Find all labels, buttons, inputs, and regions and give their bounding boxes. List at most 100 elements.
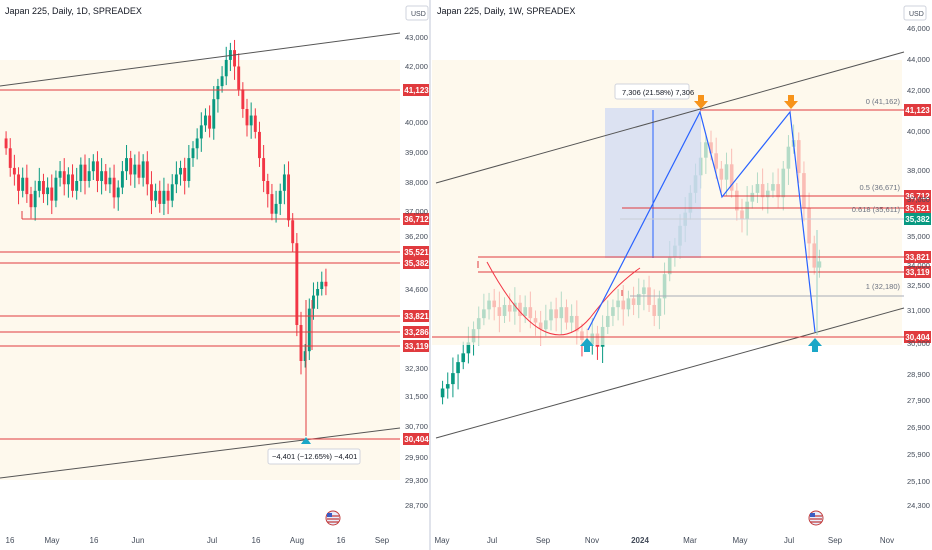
right-y-tick: 37,000: [907, 195, 930, 204]
right-price-badge: [904, 190, 931, 202]
left-price-badge: [403, 326, 430, 338]
left-candles-group: [4, 39, 328, 375]
left-price-badge-label: 30,404: [404, 435, 429, 444]
left-candle: [79, 164, 83, 181]
left-currency-box[interactable]: [405, 5, 429, 21]
left-y-tick: 34,600: [405, 285, 428, 294]
left-y-tick: 31,500: [405, 392, 428, 401]
left-upper-channel-line[interactable]: [0, 32, 401, 87]
left-y-tick: 39,000: [405, 148, 428, 157]
left-y-tick: 30,700: [405, 422, 428, 431]
right-x-axis[interactable]: May Jul Sep Nov 2024 Mar May Jul Sep Nov: [434, 536, 894, 545]
right-candle: [456, 362, 460, 374]
left-candle: [270, 194, 274, 214]
left-y-axis[interactable]: 43,000 42,000 40,000 39,000 38,000 37,000 36,2…: [405, 33, 428, 510]
left-candle: [21, 177, 25, 191]
left-candle: [237, 66, 241, 90]
right-candle: [466, 342, 471, 354]
right-y-axis[interactable]: 46,000 44,000 42,000 40,000 38,000 37,000 35,0…: [907, 24, 930, 510]
right-arrow-down-icon: [694, 95, 708, 109]
left-candle: [299, 325, 303, 361]
left-currency-label: USD: [411, 11, 426, 18]
right-price-badge: [904, 202, 931, 214]
left-candle: [4, 138, 8, 149]
right-y-tick: 26,900: [907, 423, 930, 432]
left-candle: [141, 161, 145, 178]
left-candle: [137, 164, 141, 178]
left-candle: [287, 174, 290, 221]
left-candle: [129, 158, 133, 175]
left-candle: [116, 187, 120, 198]
left-candle: [262, 158, 266, 181]
left-chart-panel[interactable]: Japan 225, Daily, 1D, SPREADEX USD 41,12…: [0, 0, 430, 550]
left-candle: [241, 89, 245, 109]
right-measure-label-box: [614, 83, 690, 100]
left-price-badge-label: 36,712: [404, 215, 429, 224]
left-candle: [216, 86, 220, 100]
left-y-tick: 29,900: [405, 453, 428, 462]
right-measure-label: 7,306 (21.58%) 7,306: [622, 88, 694, 97]
left-candle: [112, 177, 116, 198]
left-candle: [62, 171, 66, 185]
right-price-badge: [904, 251, 931, 263]
left-candle: [199, 125, 203, 139]
left-candle: [150, 184, 153, 201]
left-candle: [295, 243, 299, 325]
left-candle: [307, 308, 311, 352]
left-candle: [66, 174, 70, 185]
left-candle: [33, 190, 37, 208]
left-x-axis[interactable]: 16 May 16 Jun Jul 16 Aug 16 Sep: [6, 536, 390, 545]
right-x-tick: Jul: [784, 536, 794, 545]
right-y-tick: 38,000: [907, 166, 930, 175]
right-y-tick: 31,000: [907, 306, 930, 315]
left-candle: [174, 174, 178, 185]
left-candle: [96, 161, 99, 181]
left-candle: [71, 174, 74, 191]
right-level-ticks: [477, 261, 623, 296]
left-candle: [324, 281, 328, 287]
right-y-tick: 34,000: [907, 261, 930, 270]
right-price-badge: [904, 213, 931, 225]
left-candle: [204, 115, 207, 126]
right-price-badge-label: 33,119: [905, 268, 930, 277]
left-candle: [104, 171, 108, 185]
left-y-tick: 28,700: [405, 501, 428, 510]
left-x-tick: Sep: [375, 536, 390, 545]
left-candle: [224, 59, 228, 77]
right-chart-title: Japan 225, Daily, 1W, SPREADEX: [437, 6, 575, 16]
right-flag-icon[interactable]: [808, 510, 824, 526]
left-y-tick: 29,300: [405, 476, 428, 485]
left-candle: [8, 148, 12, 168]
left-price-badge-label: 33,119: [404, 342, 429, 351]
left-lower-channel-line[interactable]: [0, 427, 401, 479]
right-y-tick: 32,500: [907, 281, 930, 290]
left-candle: [100, 171, 104, 181]
right-candle: [445, 384, 450, 389]
left-overlays-group: 41,123 36,712 35,521 35,382 33,821 33,286 33,1…: [0, 32, 430, 479]
left-x-tick: 16: [90, 536, 99, 545]
right-chart-panel[interactable]: Japan 225, Daily, 1W, SPREADEX USD 41,12…: [432, 0, 932, 550]
right-x-tick: May: [732, 536, 747, 545]
right-candle: [451, 373, 455, 385]
right-currency-box[interactable]: [903, 5, 927, 21]
right-fib-label: 0.618 (35,611): [852, 205, 901, 214]
left-candle: [249, 115, 253, 126]
left-candle: [170, 184, 174, 201]
left-price-badge: [403, 433, 430, 445]
left-chart-title: Japan 225, Daily, 1D, SPREADEX: [5, 6, 142, 16]
left-x-tick: Aug: [290, 536, 304, 545]
left-candle: [37, 181, 41, 191]
right-lower-channel-line[interactable]: [435, 307, 905, 439]
right-x-tick: Sep: [828, 536, 843, 545]
left-candle: [25, 177, 29, 195]
left-candle: [245, 109, 249, 126]
left-candle: [108, 177, 112, 185]
right-price-badge: [904, 266, 931, 278]
right-arrow-down-icon: [784, 95, 798, 109]
left-candle: [233, 50, 236, 67]
right-upper-channel-line[interactable]: [435, 51, 905, 184]
left-x-tick: Jul: [207, 536, 217, 545]
right-fib-label: 0 (41,162): [866, 97, 901, 106]
left-x-tick: 16: [6, 536, 15, 545]
left-flag-icon[interactable]: [325, 510, 341, 526]
